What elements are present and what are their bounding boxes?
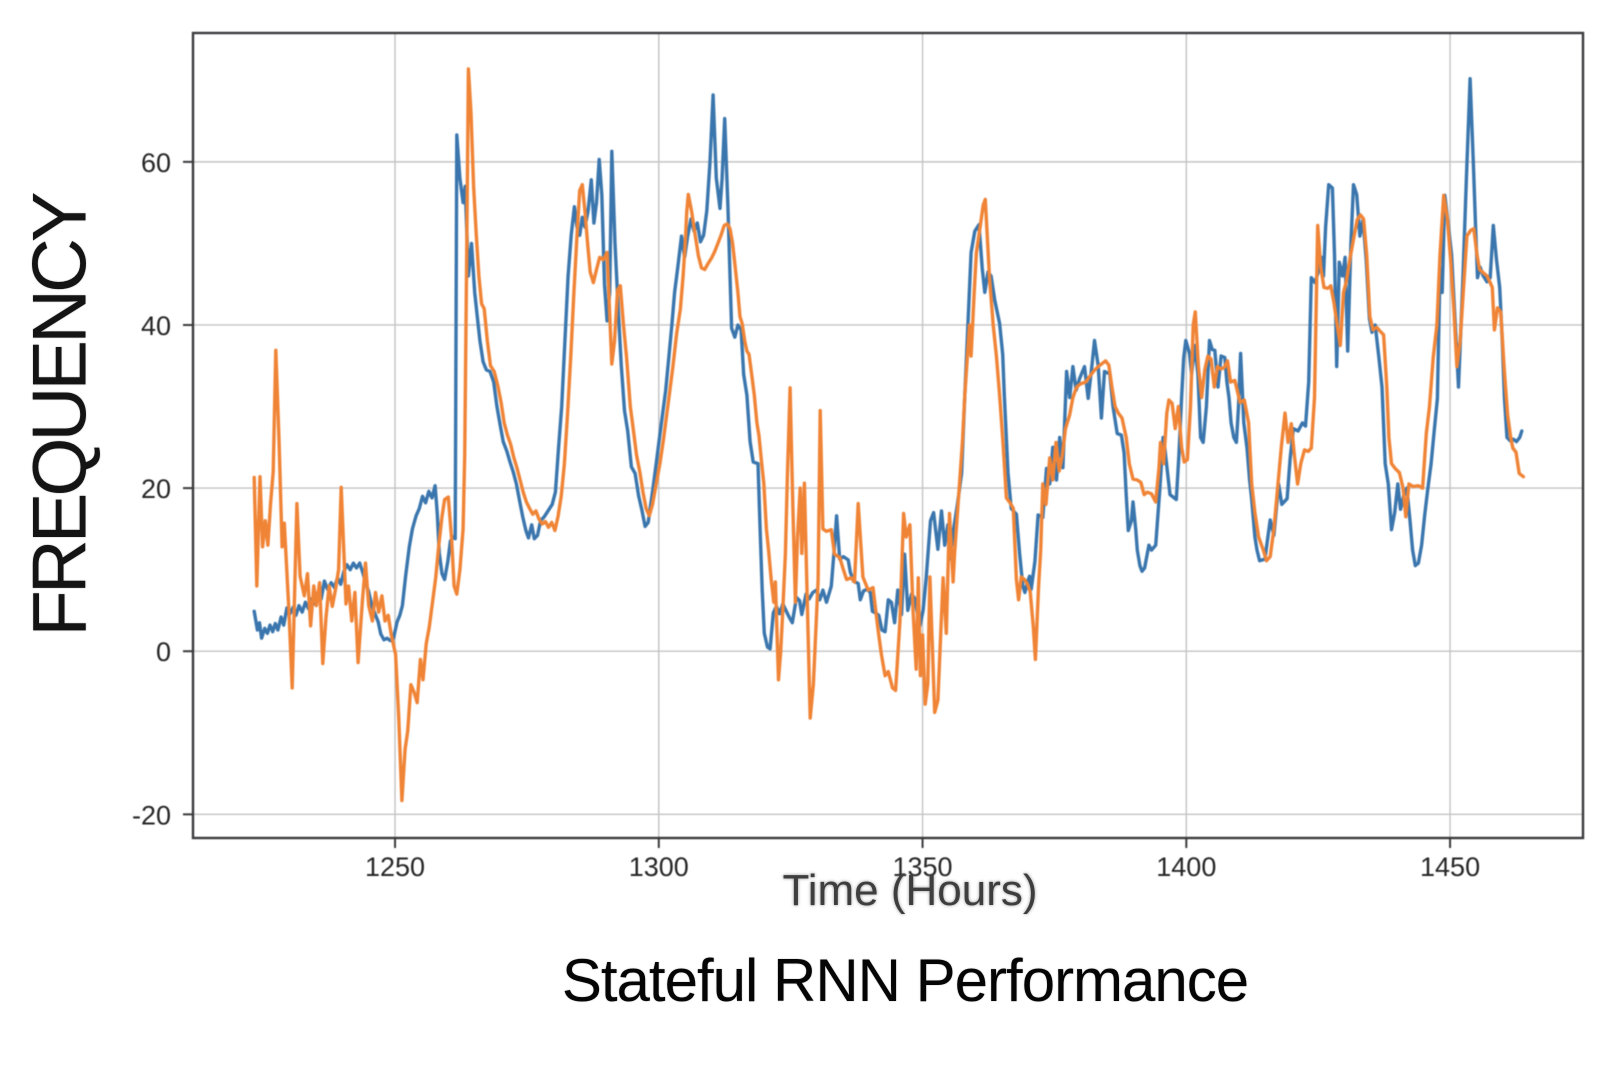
y-tick-label: 60 bbox=[141, 148, 171, 178]
x-tick-label: 1400 bbox=[1156, 852, 1216, 882]
x-tick-label: 1250 bbox=[365, 852, 425, 882]
chart-title: Stateful RNN Performance bbox=[561, 947, 1249, 1014]
y-tick-label: 40 bbox=[141, 311, 171, 341]
y-tick-label: 20 bbox=[141, 474, 171, 504]
x-tick-label: 1450 bbox=[1420, 852, 1480, 882]
y-axis-label: FREQUENCY bbox=[17, 195, 103, 637]
y-tick-label: -20 bbox=[132, 800, 171, 830]
series-1-blue bbox=[252, 76, 1524, 651]
y-tick-label: 0 bbox=[156, 637, 171, 667]
series-2-orange bbox=[252, 67, 1526, 803]
x-tick-label: 1350 bbox=[893, 852, 953, 882]
x-axis-label: Time (Hours) bbox=[782, 866, 1038, 915]
plot-border bbox=[191, 31, 1585, 840]
x-tick-label: 1300 bbox=[629, 852, 689, 882]
